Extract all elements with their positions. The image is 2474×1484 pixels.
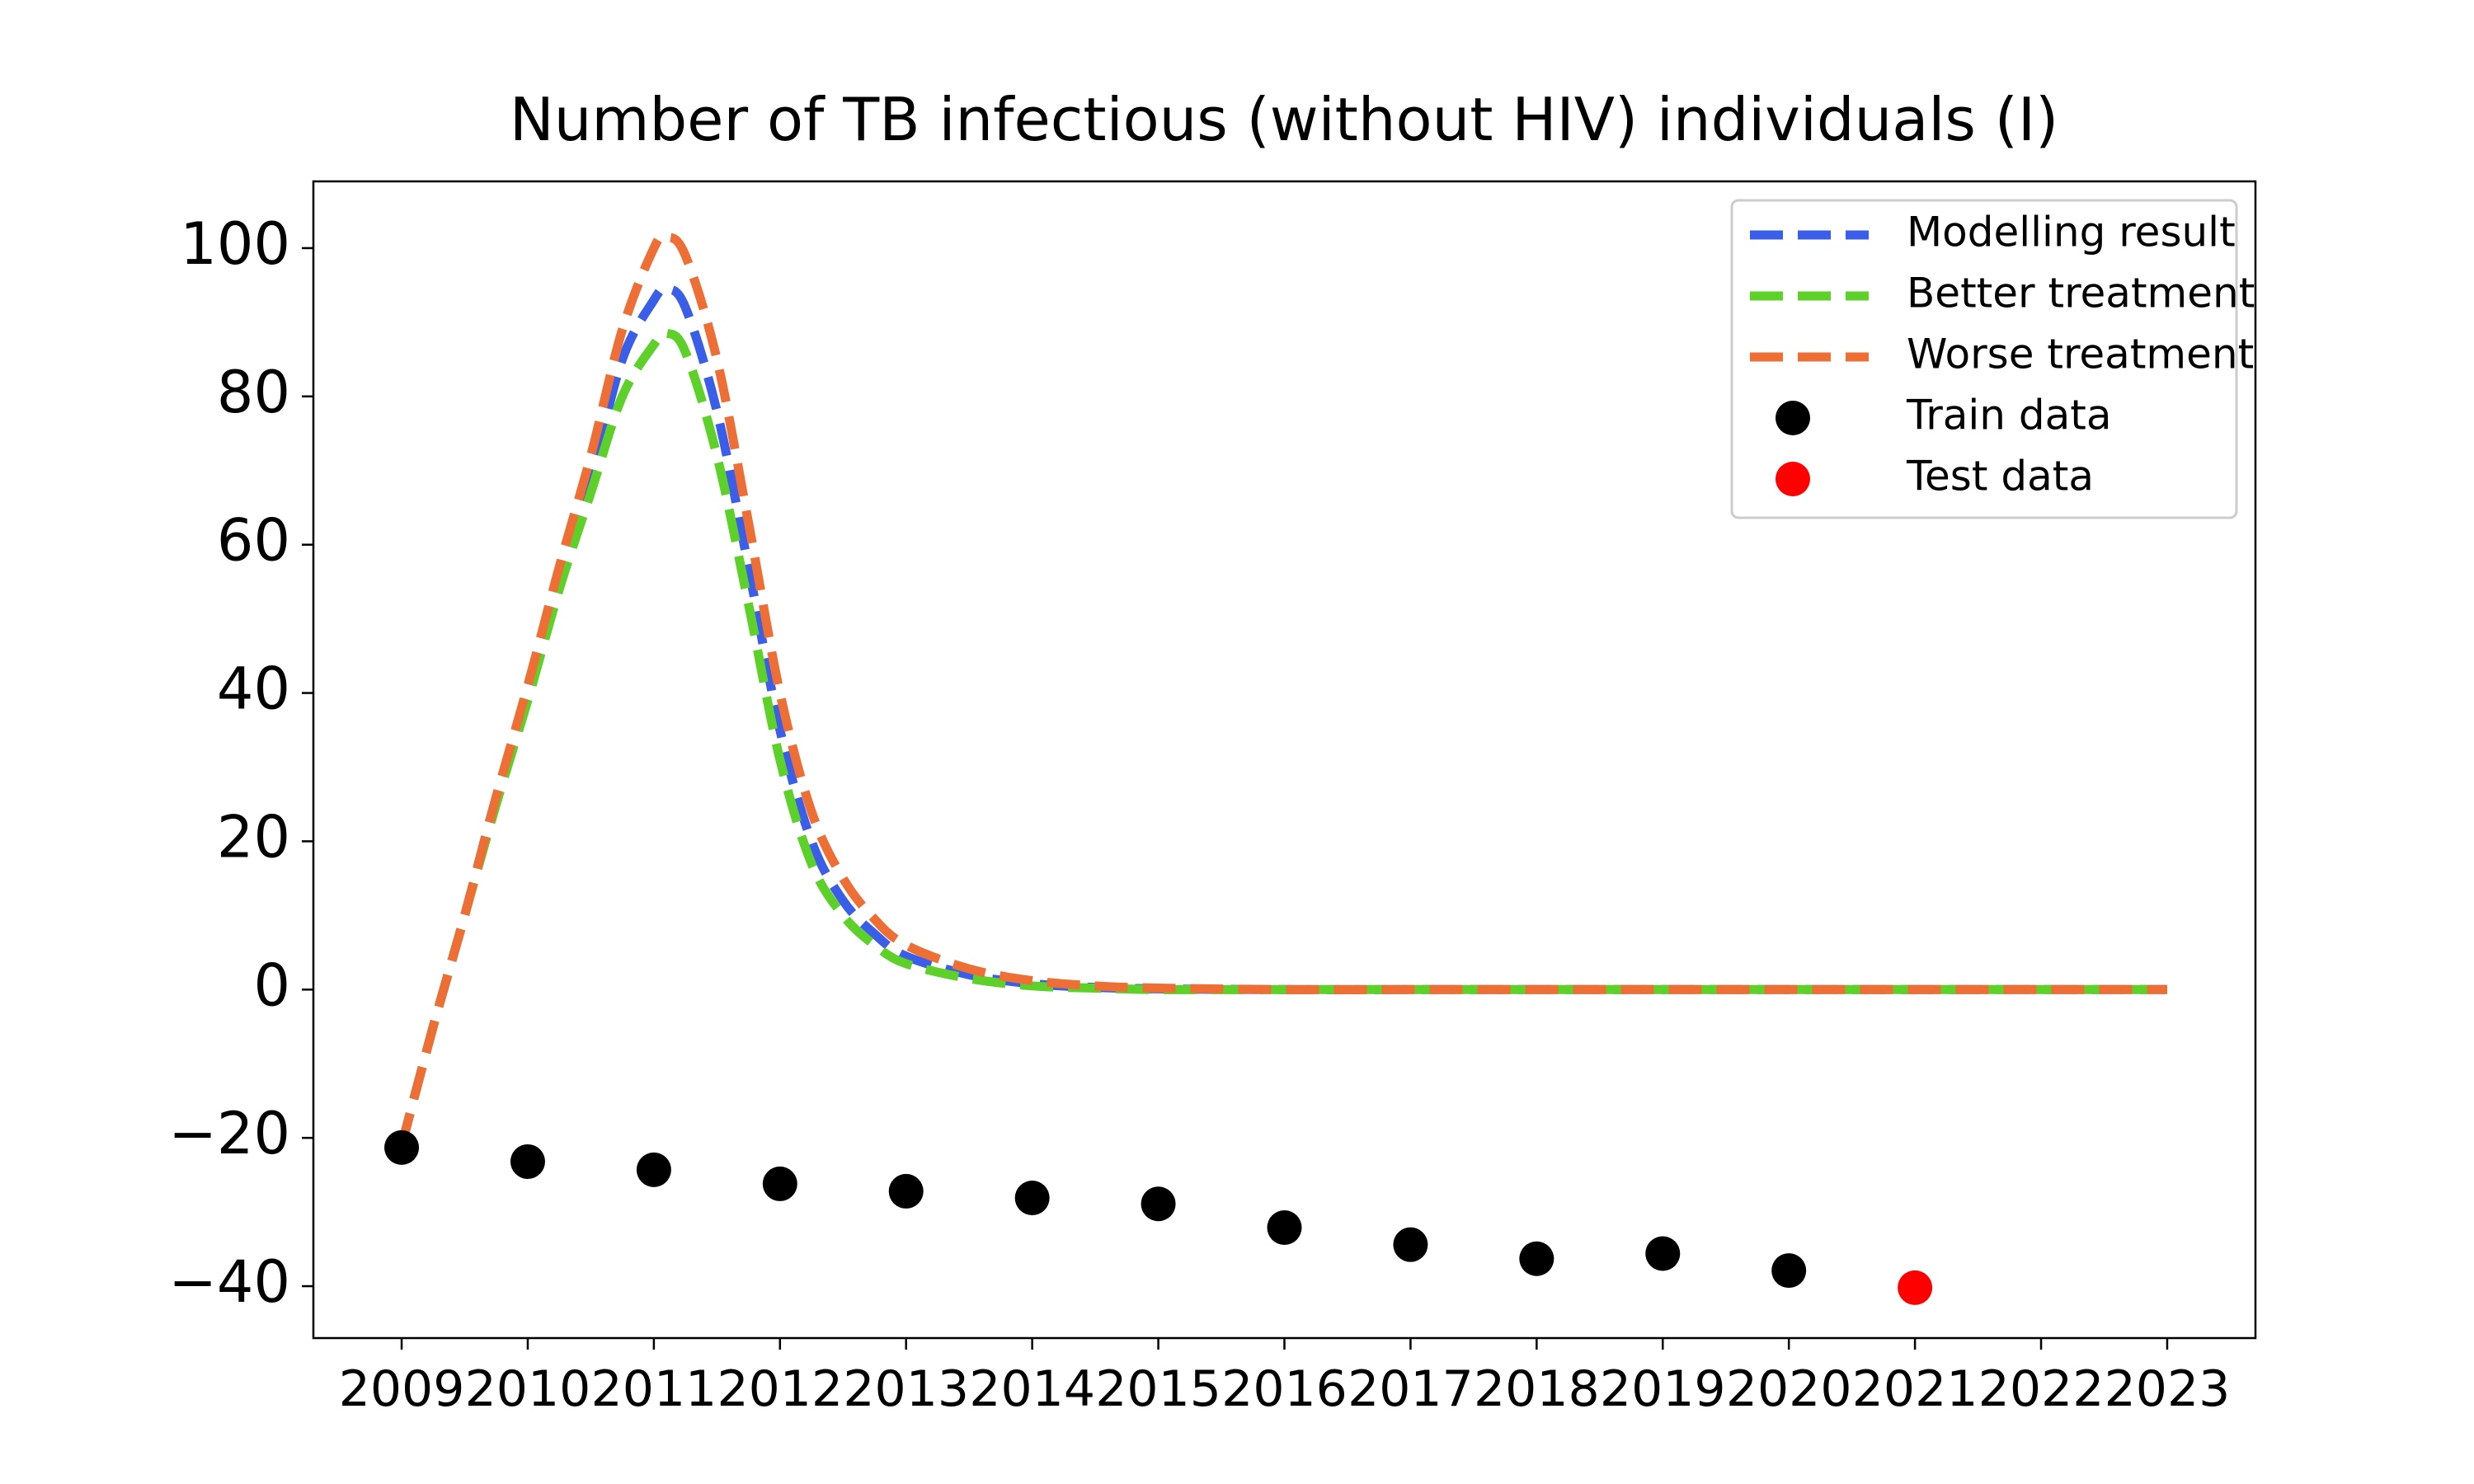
x-tick-label: 2017: [1348, 1360, 1474, 1418]
y-tick-label: 100: [180, 210, 290, 278]
legend-label: Worse treatment: [1907, 331, 2254, 378]
x-tick-label: 2018: [1474, 1360, 1600, 1418]
x-axis: 2009 2010 2011 2012 2013 2014 2015 2016 2017 2018…: [339, 1338, 2231, 1418]
legend: Modelling result Better treatment Worse tr…: [1730, 199, 2255, 519]
x-tick-label: 2020: [1726, 1360, 1852, 1418]
chart-title: Number of TB infectious (without HIV) in…: [510, 85, 2058, 154]
data-point-train-data: [384, 1129, 420, 1165]
legend-label: Better treatment: [1907, 270, 2255, 317]
x-tick-label: 2022: [1978, 1360, 2105, 1418]
data-point-train-data: [1519, 1241, 1554, 1276]
y-tick-label: 0: [253, 951, 290, 1019]
data-point-train-data: [1393, 1227, 1428, 1262]
legend-label: Train data: [1906, 392, 2112, 439]
y-tick-label: 60: [217, 507, 290, 575]
x-tick-label: 2019: [1600, 1360, 1726, 1418]
x-tick-label: 2015: [1095, 1360, 1221, 1418]
x-tick-label: 2013: [843, 1360, 969, 1418]
x-tick-label: 2010: [465, 1360, 591, 1418]
data-point-train-data: [1771, 1253, 1807, 1289]
data-point-train-data: [888, 1173, 924, 1209]
x-tick-label: 2012: [717, 1360, 843, 1418]
legend-label: Modelling result: [1907, 209, 2236, 256]
legend-label: Test data: [1906, 453, 2094, 500]
y-tick-label: 20: [217, 803, 290, 871]
legend-swatch-test-data: [1776, 462, 1810, 496]
data-point-train-data: [1267, 1209, 1302, 1245]
data-point-train-data: [510, 1144, 545, 1179]
y-tick-label: −40: [168, 1248, 290, 1316]
x-tick-label: 2023: [2105, 1360, 2231, 1418]
axes-frame: [312, 180, 2257, 1340]
y-axis: 100 80 60 40 20 0 −20 −40: [168, 210, 313, 1316]
x-tick-label: 2016: [1221, 1360, 1348, 1418]
y-tick-label: 40: [217, 655, 290, 723]
data-point-test-data: [1898, 1270, 1933, 1305]
legend-frame: [1730, 199, 2238, 519]
legend-swatch-train-data: [1776, 401, 1810, 435]
x-tick-label: 2021: [1852, 1360, 1978, 1418]
data-point-train-data: [762, 1166, 797, 1201]
x-tick-label: 2014: [969, 1360, 1095, 1418]
x-tick-label: 2011: [591, 1360, 717, 1418]
data-point-train-data: [636, 1152, 671, 1187]
y-tick-label: −20: [168, 1100, 290, 1167]
x-tick-label: 2009: [339, 1360, 465, 1418]
data-point-train-data: [1014, 1181, 1050, 1216]
data-point-train-data: [1645, 1236, 1681, 1271]
data-point-train-data: [1141, 1186, 1176, 1222]
plot-area: [384, 231, 2167, 1305]
series-line-worse-treatment: [397, 231, 2167, 1147]
y-tick-label: 80: [217, 359, 290, 426]
